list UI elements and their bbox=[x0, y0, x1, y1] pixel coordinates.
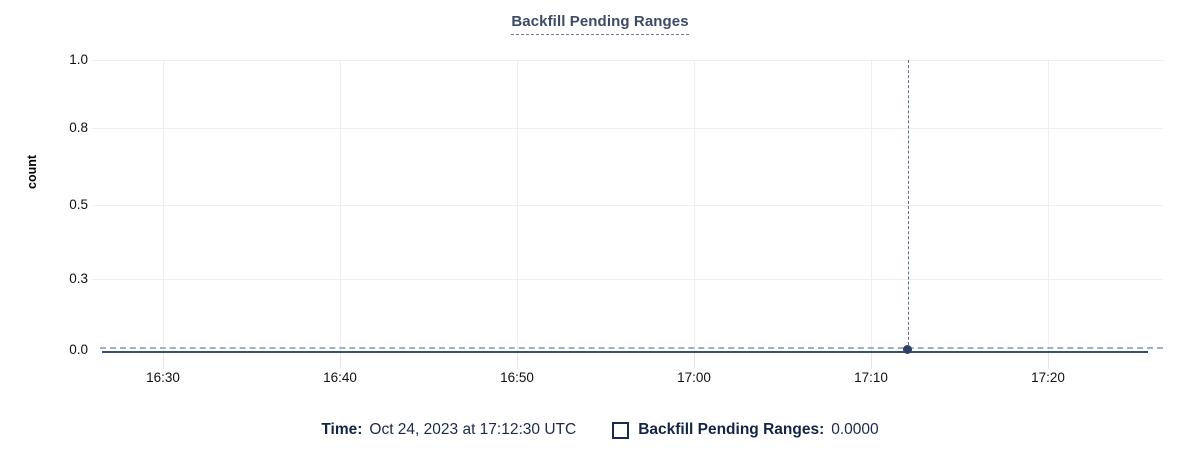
x-tick-mark-1710 bbox=[871, 350, 872, 369]
y-tick-mark-1_0 bbox=[92, 60, 100, 61]
gridline-vertical-1700 bbox=[694, 60, 695, 350]
series-line-dashed-backfill-pending-ranges bbox=[100, 347, 1163, 349]
x-tick-label-1710: 17:10 bbox=[854, 370, 888, 385]
gridline-vertical-1720 bbox=[1048, 60, 1049, 350]
series-line-backfill-pending-ranges bbox=[102, 351, 1148, 353]
legend-series-value: 0.0000 bbox=[831, 421, 879, 438]
plot-area bbox=[92, 60, 1163, 369]
gridline-horizontal-0_5 bbox=[100, 205, 1163, 206]
gridline-horizontal-1_0 bbox=[100, 60, 1163, 61]
data-point-marker[interactable] bbox=[903, 345, 912, 354]
y-tick-mark-0_8 bbox=[92, 128, 100, 129]
gridline-vertical-1640 bbox=[340, 60, 341, 350]
gridline-vertical-1630 bbox=[163, 60, 164, 350]
x-tick-label-1630: 16:30 bbox=[146, 370, 180, 385]
legend-series-label: Backfill Pending Ranges: bbox=[638, 421, 825, 438]
gridline-vertical-1650 bbox=[517, 60, 518, 350]
x-tick-mark-1650 bbox=[517, 350, 518, 369]
tooltip-time-label: Time: bbox=[321, 421, 363, 438]
x-tick-label-1640: 16:40 bbox=[323, 370, 357, 385]
y-tick-label-2: 0.8 bbox=[69, 120, 88, 135]
y-axis-title: count bbox=[25, 154, 39, 189]
tooltip-time: Time: Oct 24, 2023 at 17:12:30 UTC bbox=[321, 420, 576, 440]
crosshair-vertical-line bbox=[908, 60, 909, 350]
x-tick-label-1700: 17:00 bbox=[677, 370, 711, 385]
y-tick-label-4: 0.3 bbox=[69, 271, 88, 286]
checkbox-icon[interactable] bbox=[612, 421, 630, 439]
gridline-horizontal-0_3 bbox=[100, 279, 1163, 280]
x-tick-mark-1640 bbox=[340, 350, 341, 369]
y-tick-mark-0_3 bbox=[92, 279, 100, 280]
y-tick-label-1: 1.0 bbox=[69, 52, 88, 67]
chart-title-text: Backfill Pending Ranges bbox=[511, 13, 689, 35]
x-tick-mark-1720 bbox=[1048, 350, 1049, 369]
gridline-horizontal-0_8 bbox=[100, 128, 1163, 129]
legend-item-backfill-pending-ranges[interactable]: Backfill Pending Ranges: 0.0000 bbox=[612, 420, 879, 440]
tooltip-time-value: Oct 24, 2023 at 17:12:30 UTC bbox=[369, 421, 577, 438]
chart-title: Backfill Pending Ranges bbox=[0, 13, 1200, 35]
y-tick-mark-0_5 bbox=[92, 205, 100, 206]
x-tick-label-1720: 17:20 bbox=[1031, 370, 1065, 385]
x-tick-mark-1630 bbox=[163, 350, 164, 369]
x-tick-label-1650: 16:50 bbox=[500, 370, 534, 385]
y-tick-label-5: 0.0 bbox=[69, 342, 88, 357]
y-tick-label-3: 0.5 bbox=[69, 197, 88, 212]
chart-footer: Time: Oct 24, 2023 at 17:12:30 UTC Backf… bbox=[0, 420, 1200, 440]
x-tick-mark-1700 bbox=[694, 350, 695, 369]
gridline-vertical-1710 bbox=[871, 60, 872, 350]
